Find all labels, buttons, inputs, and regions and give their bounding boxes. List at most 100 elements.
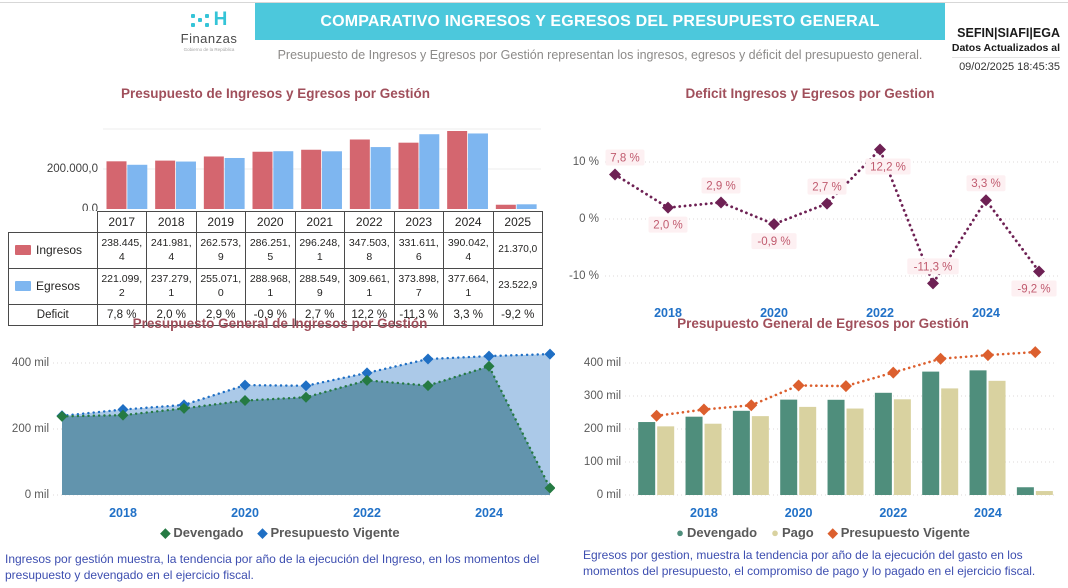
year-header: 2024	[443, 211, 494, 233]
chart1-plot: 200.000,0 0,0	[47, 128, 541, 211]
table-corner	[9, 212, 98, 233]
bar-ingresos-2020	[252, 151, 273, 209]
table-cell: 373.898,7	[393, 268, 444, 305]
bar-devengado-2023	[922, 371, 940, 495]
table-cell: -9,2 %	[492, 304, 543, 326]
logo-tagline: Gobierno de la República	[183, 47, 235, 52]
vigente-point-2020	[239, 379, 251, 391]
x-tick: 2018	[654, 306, 682, 320]
bar-devengado-2017	[638, 422, 656, 495]
data-label: -11,3 %	[914, 261, 953, 273]
table-cell: 286.251,5	[245, 232, 296, 269]
vigente-point-2024	[483, 350, 495, 362]
x-tick: 2024	[972, 306, 1000, 320]
vigente-point-2023	[422, 353, 434, 365]
vigente-point-2017	[650, 409, 663, 422]
updated-label: Datos Actualizados al	[951, 42, 1060, 54]
deficit-label: Deficit	[8, 304, 98, 326]
bars-ingresos	[106, 130, 516, 209]
svg-text:200.000,0: 200.000,0	[47, 163, 98, 175]
vigente-point-2025	[1029, 346, 1042, 359]
svg-text:0,0: 0,0	[82, 203, 98, 211]
chart3-plot: 400 mil 200 mil 0 mil 2018 2020 2022 2024	[12, 348, 555, 520]
bar-devengado-2024	[969, 370, 987, 495]
table-cell: 331.611,6	[393, 232, 444, 269]
deficit-point-2022	[874, 143, 886, 156]
table-row-egresos: Egresos 221.099,2 237.279,1 255.071,0 288.96…	[8, 268, 543, 305]
deficit-point-2021	[821, 197, 833, 210]
data-label-bg	[751, 233, 797, 250]
table-cell: 377.664,1	[443, 268, 494, 305]
data-label: 7,8 %	[610, 153, 639, 165]
deficit-point-2018	[662, 201, 674, 214]
deficit-point-2023	[927, 277, 939, 290]
bar-devengado-2022	[874, 392, 892, 495]
legend-item-devengado: ● Devengado	[676, 525, 758, 540]
bar-ingresos-2023	[398, 142, 419, 209]
vigente-point-2019	[745, 399, 758, 412]
bar-ingresos-2025	[495, 204, 516, 209]
devengado-point-2019	[178, 402, 190, 414]
table-cell: 347.503,8	[344, 232, 395, 269]
bar-ingresos-2019	[203, 156, 224, 209]
year-header: 2025	[492, 211, 543, 233]
year-header: 2022	[344, 211, 395, 233]
updated-datetime: 09/02/2025 18:45:35	[951, 57, 1060, 73]
svg-text:10 %: 10 %	[573, 156, 599, 168]
svg-text:-10 %: -10 %	[569, 270, 599, 282]
bar-devengado-2018	[685, 416, 703, 495]
data-label-bg	[865, 158, 911, 175]
data-label-bg	[966, 175, 1006, 192]
x-tick: 2018	[690, 506, 718, 520]
table-cell: 390.042,4	[443, 232, 494, 269]
top-divider	[0, 2, 1068, 3]
deficit-point-2019	[715, 196, 727, 209]
swatch-egresos	[15, 281, 31, 291]
data-label: 12,2 %	[870, 161, 906, 173]
bar-ingresos-2024	[447, 130, 468, 209]
table-year-row: 2017 2018 2019 2020 2021 2022 2023 2024 2025	[9, 211, 543, 233]
vigente-point-2020	[792, 379, 805, 392]
legend-ingresos: Ingresos	[8, 232, 98, 269]
data-label: 2,9 %	[706, 180, 735, 192]
data-label-bg	[807, 178, 847, 195]
bar-ingresos-2017	[106, 161, 127, 209]
legend-marker-icon: ◆	[827, 525, 838, 540]
org-label: SEFIN|SIAFI|EGA	[957, 26, 1060, 40]
svg-text:0 mil: 0 mil	[597, 489, 621, 501]
deficit-point-2024	[980, 194, 992, 207]
x-tick: 2020	[785, 506, 813, 520]
legend-item-presupuesto-vigente: ◆ Presupuesto Vigente	[257, 525, 400, 540]
devengado-point-2024	[483, 360, 495, 372]
devengado-point-2021	[300, 391, 312, 403]
bar-ingresos-2021	[301, 149, 322, 209]
vigente-point-2018	[697, 403, 710, 416]
vigente-point-2024	[981, 349, 994, 362]
bar-pago-2019	[751, 416, 769, 495]
bar-egresos-2025	[516, 204, 537, 209]
bar-pago-2024	[988, 380, 1006, 495]
x-tick: 2022	[353, 506, 381, 520]
vigente-point-2021	[300, 380, 312, 392]
devengado-point-2023	[422, 380, 434, 392]
caption-ingresos: Ingresos por gestión muestra, la tendenc…	[5, 552, 540, 583]
devengado-point-2018	[117, 409, 129, 421]
legend-item-pago: ● Pago	[771, 525, 814, 540]
chart3-title: Presupuesto General de Ingresos por Gest…	[132, 316, 428, 331]
table-cell: 2,9 %	[195, 304, 246, 326]
chart4-title: Presupuesto General de Egresos por Gesti…	[677, 316, 969, 331]
bar-pago-2020	[799, 406, 817, 495]
finanzas-logo: H Finanzas Gobierno de la República	[168, 10, 250, 52]
bar-egresos-2024	[467, 133, 488, 209]
legend-marker-icon: ◆	[160, 525, 171, 540]
chart-egresos-bars: Presupuesto General de Egresos por Gesti…	[583, 316, 1063, 541]
bar-egresos-2019	[224, 157, 245, 209]
year-header: 2021	[294, 211, 345, 233]
vigente-point-2022	[887, 366, 900, 379]
year-header: 2019	[195, 211, 246, 233]
devengado-point-2025	[544, 482, 555, 494]
bar-egresos-2021	[321, 151, 342, 209]
table-cell: 12,2 %	[344, 304, 395, 326]
bar-ingresos-2018	[155, 160, 176, 209]
bar-devengado-2020	[780, 399, 798, 495]
